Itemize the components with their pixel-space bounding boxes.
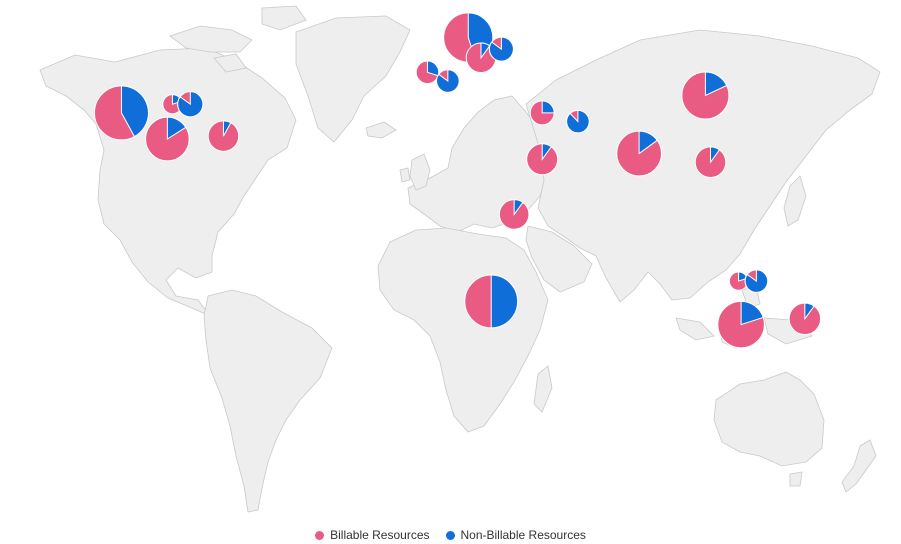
pie-slice-non-billable[interactable]: [436, 69, 460, 93]
pie-southern-africa[interactable]: [464, 274, 519, 329]
pie-central-asia[interactable]: [566, 109, 590, 134]
land-madagascar: [533, 365, 553, 413]
world-map: [39, 5, 881, 513]
land-new-zealand: [789, 439, 877, 493]
land-australia: [713, 371, 825, 467]
legend-label-billable: Billable Resources: [330, 528, 430, 542]
pie-us-southeast[interactable]: [207, 120, 240, 152]
pie-us-west[interactable]: [93, 85, 149, 141]
land-japan: [783, 175, 807, 227]
pie-slice-non-billable[interactable]: [488, 36, 514, 62]
legend-label-non-billable: Non-Billable Resources: [460, 528, 586, 542]
land-africa: [377, 227, 549, 433]
pie-india[interactable]: [616, 130, 662, 177]
pie-slice-non-billable[interactable]: [222, 120, 232, 137]
legend-item-billable[interactable]: Billable Resources: [315, 528, 430, 542]
pie-slice-non-billable[interactable]: [541, 143, 553, 161]
pie-finland[interactable]: [465, 42, 497, 74]
pie-slice-non-billable[interactable]: [166, 116, 187, 140]
pie-australia-south[interactable]: [717, 300, 765, 349]
land-layer: [39, 5, 881, 513]
pie-australia-nw-2[interactable]: [744, 269, 769, 293]
pie-us-south[interactable]: [145, 116, 190, 162]
pie-east-africa[interactable]: [498, 199, 530, 230]
pie-uk[interactable]: [415, 60, 440, 85]
pie-slice-non-billable[interactable]: [177, 91, 204, 118]
pie-us-midwest[interactable]: [177, 91, 204, 118]
pie-slice-non-billable[interactable]: [490, 274, 519, 329]
land-arctic-islands: [169, 5, 307, 73]
pie-markers: [93, 12, 822, 349]
land-uk: [399, 153, 431, 191]
pie-slice-non-billable[interactable]: [704, 71, 728, 97]
legend-swatch-non-billable: [445, 530, 455, 540]
pie-slice-non-billable[interactable]: [513, 199, 524, 216]
pie-poland[interactable]: [436, 69, 460, 93]
legend-item-non-billable[interactable]: Non-Billable Resources: [445, 528, 586, 542]
pie-turkey-caucasus[interactable]: [529, 100, 555, 126]
pie-saudi-arabia[interactable]: [526, 143, 559, 176]
pie-slice-non-billable[interactable]: [541, 100, 555, 114]
land-arabia: [525, 225, 593, 293]
legend: Billable Resources Non-Billable Resource…: [0, 526, 901, 544]
pie-slice-non-billable[interactable]: [120, 85, 149, 138]
pie-slice-non-billable[interactable]: [566, 109, 590, 134]
pie-china-south[interactable]: [694, 146, 727, 178]
legend-swatch-billable: [315, 530, 325, 540]
pie-russia-west[interactable]: [488, 36, 514, 62]
land-north-america: [39, 47, 297, 317]
pie-slice-non-billable[interactable]: [804, 302, 815, 321]
land-iceland: [365, 121, 397, 139]
pie-australia-se[interactable]: [788, 302, 822, 336]
land-south-america: [203, 289, 333, 513]
pie-slice-non-billable[interactable]: [710, 146, 721, 164]
pie-slice-non-billable[interactable]: [638, 130, 658, 155]
land-greenland: [295, 15, 411, 143]
pie-slice-non-billable[interactable]: [744, 269, 769, 293]
pie-slice-non-billable[interactable]: [740, 300, 764, 326]
pie-china-north[interactable]: [681, 71, 730, 120]
